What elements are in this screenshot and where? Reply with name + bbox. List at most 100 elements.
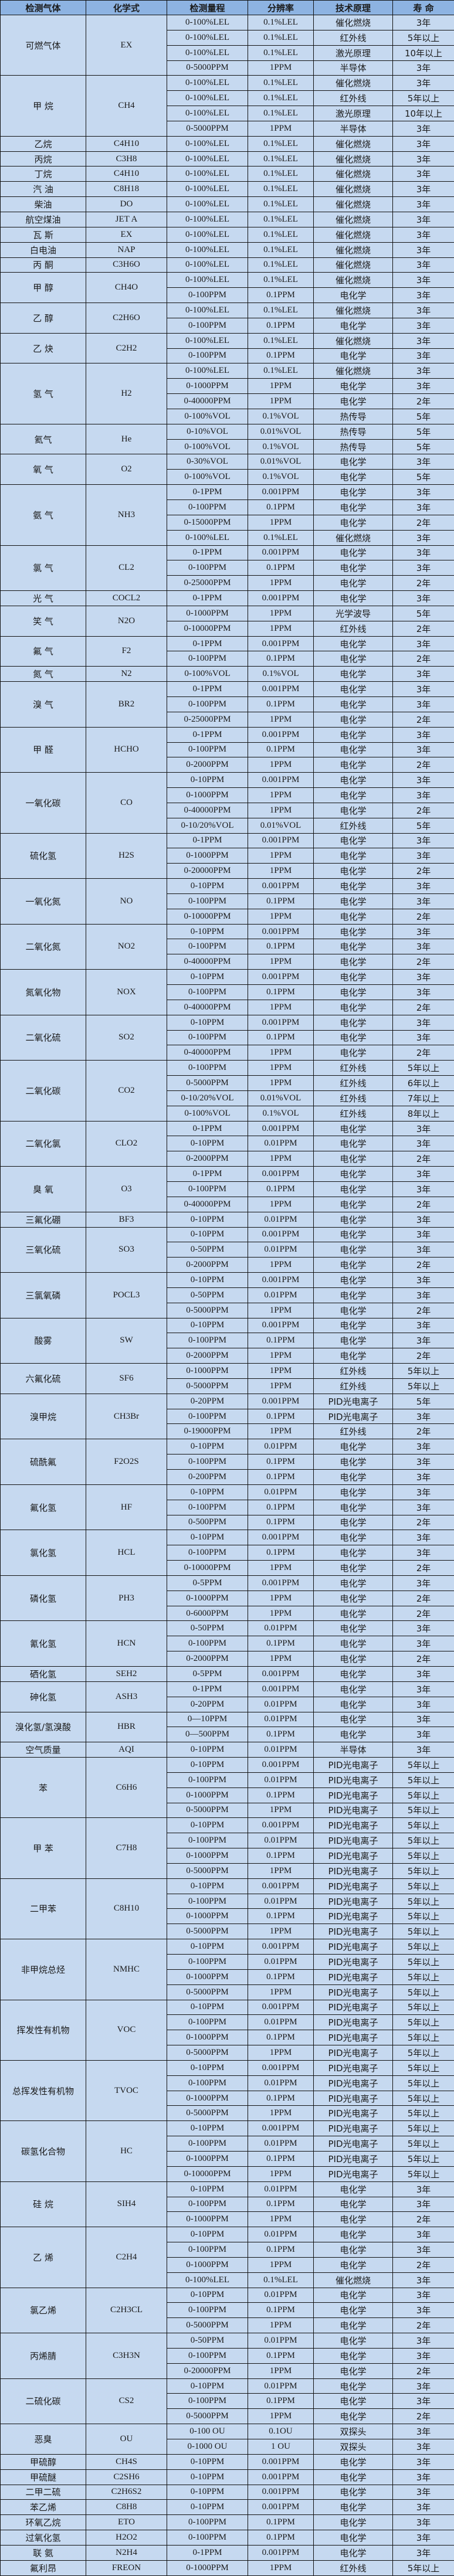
range-cell: 0-100PPM [167,2196,248,2213]
principle-cell: 电化学 [313,2393,393,2410]
formula-cell: C7H8 [86,1817,167,1879]
gas-name-cell: 氦气 [0,423,86,455]
formula-cell: HCN [86,1620,167,1667]
range-cell: 0-30%VOL [167,454,248,470]
resolution-cell: 0.1%LEL [248,332,314,349]
resolution-cell: 0.1PPM [248,2242,314,2258]
table-row: 甲硫醚 C2SH6 0-10PPM 0.001PPM 电化学 3年 [0,2469,454,2485]
range-cell: 0-25000PPM [167,575,248,592]
table-row: 0-100PPM 0.1PPM 电化学 3年 [1,1636,454,1652]
table-row: 0-1000PPM 0.1PPM PID光电离子 5年以上 [1,1908,454,1925]
lifetime-cell: 2年 [392,908,454,925]
table-row: 可燃气体 EX 0-100%LEL 0.1%LEL 催化燃烧 3年 [0,14,454,76]
formula-cell: HC [86,2120,167,2182]
resolution-cell: 0.1OU [248,2424,314,2439]
lifetime-cell: 5年以上 [392,1969,454,1985]
principle-cell: 电化学 [313,651,393,667]
range-cell: 0-100%LEL [167,211,248,227]
resolution-cell: 0.1%LEL [248,529,314,546]
range-cell: 0-5000PPM [167,2045,248,2061]
resolution-cell: 1PPM [248,1348,314,1364]
table-row: 二氧化氮 NO2 0-10PPM 0.001PPM 电化学 3年 [0,923,454,970]
range-cell: 0-100PPM [167,560,248,576]
range-cell: 0-1000PPM [167,1590,248,1606]
gas-name-cell: 环氧乙烷 [0,2514,86,2531]
table-row: 甲 醇 CH4O 0-100%LEL 0.1%LEL 催化燃烧 3年 [0,272,454,304]
formula-cell: PH3 [86,1575,167,1622]
table-row: 氨 气 NH3 0-1PPM 0.001PPM 电化学 3年 [0,484,454,546]
table-row: 0-100PPM 0.1PPM 电化学 3年 [1,348,454,364]
principle-cell: PID光电离子 [313,1863,393,1879]
formula-cell: SW [86,1317,167,1364]
principle-cell: 催化燃烧 [313,529,393,546]
table-row: 0-1000PPM 0.1PPM PID光电离子 5年以上 [1,1969,454,1985]
gas-name-cell: 酸雾 [0,1317,86,1364]
range-cell: 0-1PPM [167,545,248,561]
formula-cell: C2H3CL [86,2287,167,2334]
lifetime-cell: 3年 [392,75,454,91]
gas-name-cell: 甲 烷 [0,75,86,137]
resolution-cell: 0.1PPM [248,742,314,758]
resolution-cell: 0.1PPM [248,651,314,667]
table-row: 二氧化氯 CLO2 0-1PPM 0.001PPM 电化学 3年 [0,1120,454,1167]
resolution-cell: 0.01%VOL [248,1090,314,1106]
table-row: 0-100PPM 0.1PPM 电化学 3年 [1,1454,454,1470]
resolution-cell: 0.1%LEL [248,363,314,379]
range-cell: 0-1000PPM [167,2150,248,2167]
range-cell: 0-10000PPM [167,620,248,637]
lifetime-cell: 3年 [392,1711,454,1728]
principle-cell: 催化燃烧 [313,303,393,318]
principle-cell: PID光电离子 [313,1999,393,2016]
lifetime-cell: 3年 [392,1272,454,1288]
principle-cell: 红外线 [313,29,393,46]
lifetime-cell: 3年 [392,2242,454,2258]
range-cell: 0-10PPM [167,1939,248,1955]
principle-cell: 电化学 [313,1666,393,1682]
lifetime-cell: 5年以上 [392,2166,454,2182]
lifetime-cell: 3年 [392,1636,454,1652]
resolution-cell: 0.1%VOL [248,1105,314,1122]
resolution-cell: 0.001PPM [248,2060,314,2076]
range-cell: 0-100PPM [167,2347,248,2364]
range-cell: 0-40000PPM [167,802,248,818]
lifetime-cell: 3年 [392,1408,454,1425]
principle-cell: 电化学 [313,1120,393,1137]
lifetime-cell: 3年 [392,2514,454,2531]
range-cell: 0-100PPM [167,1333,248,1349]
principle-cell: 电化学 [313,1439,393,1455]
formula-cell: ASH3 [86,1681,167,1712]
gas-name-cell: 二氧化硫 [0,1014,86,1061]
table-row: 恶臭 OU 0-100 OU 0.1OU 双探头 3年 [0,2424,454,2455]
lifetime-cell: 3年 [392,893,454,909]
lifetime-cell: 2年 [392,1590,454,1606]
range-cell: 0-50PPM [167,2333,248,2349]
gas-name-cell: 砷化氢 [0,1681,86,1712]
range-cell: 0-100PPM [167,1636,248,1652]
lifetime-cell: 2年 [392,620,454,637]
gas-name-cell: 乙烷 [0,135,86,152]
principle-cell: 电化学 [313,2378,393,2394]
resolution-cell: 0.001PPM [248,2544,314,2561]
formula-cell: COCL2 [86,590,167,606]
table-row: 溴化氢/氢溴酸 HBR 0—10PPM 0.01PPM 电化学 3年 [0,1711,454,1743]
lifetime-cell: 5年 [392,817,454,834]
range-cell: 0-5000PPM [167,1075,248,1091]
lifetime-cell: 3年 [392,1696,454,1712]
lifetime-cell: 3年 [392,1499,454,1515]
lifetime-cell: 3年 [392,1287,454,1303]
formula-cell: CH4 [86,75,167,137]
lifetime-cell: 5年以上 [392,1954,454,1970]
header-principle: 技术原理 [313,0,393,15]
table-row: 氯乙烯 C2H3CL 0-10PPM 0.01PPM 电化学 3年 [0,2287,454,2334]
table-row: 柴油 DO 0-100%LEL 0.1%LEL 催化燃烧 3年 [0,196,454,212]
lifetime-cell: 2年 [392,1348,454,1364]
range-cell: 0-100PPM [167,499,248,515]
table-row: 溴甲烷 CH3Br 0-20PPM 0.001PPM PID光电离子 5年 [0,1393,454,1440]
range-cell: 0-100%LEL [167,181,248,198]
range-cell: 0-1000PPM [167,1969,248,1985]
table-row: 氧 气 O2 0-30%VOL 0.01%VOL 电化学 3年 [0,454,454,485]
lifetime-cell: 2年 [392,1257,454,1273]
principle-cell: 电化学 [313,1696,393,1712]
resolution-cell: 0.1%LEL [248,15,314,30]
lifetime-cell: 5年以上 [392,1817,454,1834]
